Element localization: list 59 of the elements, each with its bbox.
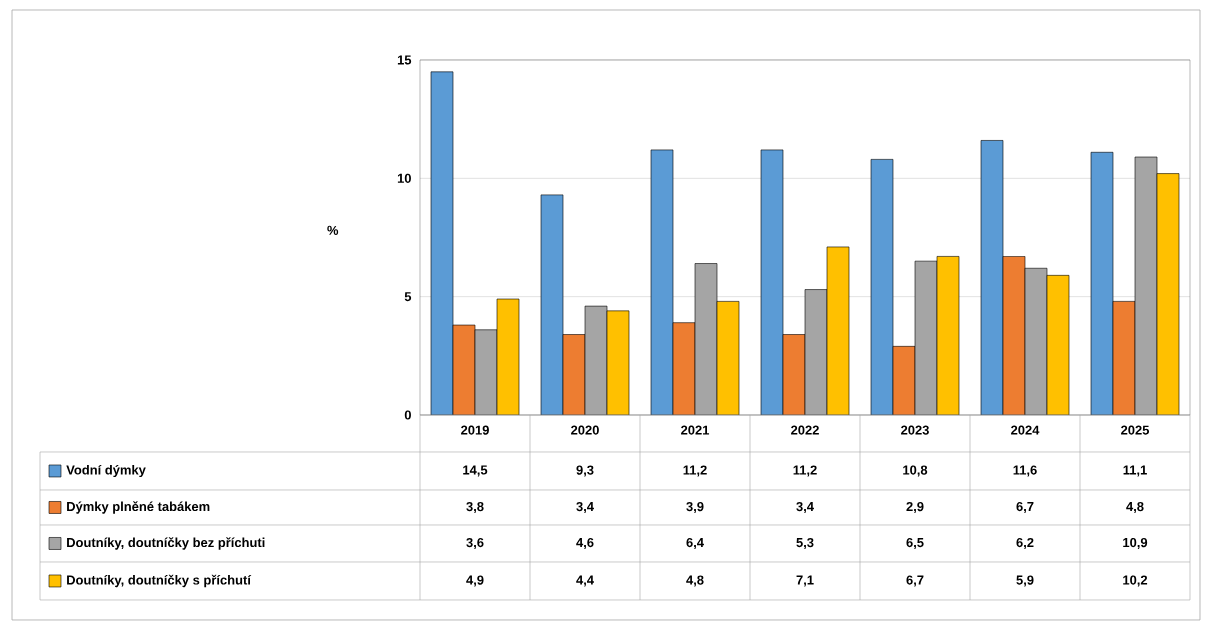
data-label: 6,7 — [906, 575, 924, 587]
legend-label: Vodní dýmky — [66, 464, 146, 478]
data-label: 3,4 — [576, 501, 594, 513]
bar — [431, 71, 454, 415]
bar — [541, 194, 564, 415]
bar — [937, 256, 960, 415]
y-tick-label: 15 — [397, 55, 412, 65]
x-tick-label: 2020 — [571, 425, 599, 435]
data-label: 5,9 — [1016, 575, 1034, 587]
data-label: 11,2 — [793, 465, 817, 477]
data-label: 3,6 — [466, 537, 484, 549]
bar — [871, 159, 894, 415]
data-label: 10,8 — [903, 465, 928, 477]
data-label: 6,7 — [1016, 501, 1034, 513]
bar — [1156, 173, 1180, 415]
y-tick-label: 10 — [397, 173, 411, 183]
data-label: 6,5 — [906, 537, 924, 549]
y-tick-label: 0 — [404, 410, 411, 420]
data-label: 3,4 — [796, 501, 814, 513]
legend-label: Doutníky, doutníčky bez příchuti — [67, 537, 265, 550]
bar — [1112, 301, 1136, 415]
data-label: 4,9 — [466, 575, 484, 587]
data-label: 10,9 — [1123, 537, 1148, 549]
x-tick-label: 2022 — [791, 425, 819, 435]
data-label: 4,6 — [576, 537, 594, 549]
data-label: 14,5 — [463, 465, 488, 477]
data-label: 4,8 — [1126, 501, 1144, 513]
y-tick-label: 5 — [404, 292, 412, 302]
data-label: 7,1 — [796, 575, 814, 587]
x-tick-label: 2021 — [681, 425, 710, 435]
data-label: 10,2 — [1123, 575, 1148, 587]
bar — [981, 140, 1004, 415]
data-label: 11,6 — [1013, 465, 1037, 477]
data-label: 6,4 — [686, 537, 704, 549]
bar — [1090, 151, 1114, 415]
data-label: 6,2 — [1016, 537, 1034, 549]
bar — [651, 149, 674, 415]
data-label: 11,2 — [683, 465, 707, 477]
y-axis-title: % — [327, 225, 339, 235]
x-tick-label: 2023 — [901, 425, 929, 435]
x-tick-label: 2025 — [1121, 425, 1150, 435]
bar — [1047, 275, 1069, 415]
data-label: 4,4 — [576, 575, 594, 587]
bar — [827, 246, 850, 415]
data-label: 2,9 — [906, 501, 924, 513]
bar — [761, 149, 784, 415]
x-tick-label: 2024 — [1011, 425, 1040, 435]
data-label: 3,9 — [686, 501, 704, 513]
bar — [1003, 256, 1026, 415]
legend-label: Doutníky, doutníčky s příchutí — [67, 574, 252, 588]
data-label: 9,3 — [576, 465, 594, 477]
data-label: 5,3 — [796, 537, 814, 549]
data-label: 3,8 — [466, 501, 484, 513]
data-label: 11,1 — [1123, 465, 1147, 477]
data-label: 4,8 — [686, 575, 704, 587]
legend-label: Dýmky plněné tabákem — [67, 501, 210, 514]
bar — [673, 322, 696, 415]
bar — [717, 301, 740, 415]
x-tick-label: 2019 — [461, 425, 489, 435]
